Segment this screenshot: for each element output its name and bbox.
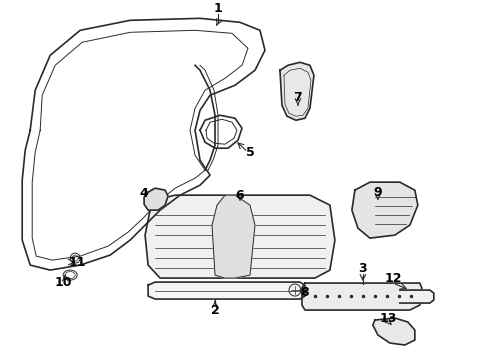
Polygon shape xyxy=(373,318,415,345)
Text: 3: 3 xyxy=(359,262,367,275)
Polygon shape xyxy=(400,290,434,303)
Text: 10: 10 xyxy=(54,275,72,289)
Polygon shape xyxy=(144,188,168,210)
Text: 4: 4 xyxy=(140,186,148,200)
Text: 5: 5 xyxy=(245,146,254,159)
Polygon shape xyxy=(352,182,418,238)
Text: 8: 8 xyxy=(301,285,309,298)
Text: 1: 1 xyxy=(214,2,222,15)
Polygon shape xyxy=(212,195,255,278)
Text: 11: 11 xyxy=(69,256,86,269)
Polygon shape xyxy=(280,62,314,120)
Polygon shape xyxy=(145,195,335,278)
Text: 2: 2 xyxy=(211,303,220,316)
Text: 7: 7 xyxy=(294,91,302,104)
Polygon shape xyxy=(148,282,305,299)
Polygon shape xyxy=(302,283,422,310)
Text: 13: 13 xyxy=(379,311,396,324)
Text: 12: 12 xyxy=(384,271,402,284)
Text: 9: 9 xyxy=(373,186,382,199)
Text: 6: 6 xyxy=(236,189,245,202)
